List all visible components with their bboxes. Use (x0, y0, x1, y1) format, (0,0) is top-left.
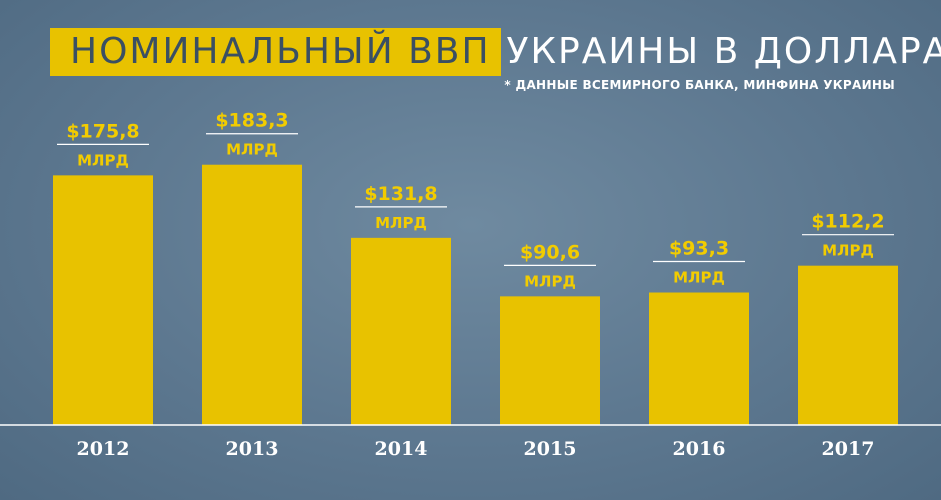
unit-label-2015: МЛРД (524, 272, 576, 290)
title-highlight: НОМИНАЛЬНЫЙ ВВП (50, 28, 501, 76)
x-tick-label-2013: 2013 (226, 438, 279, 460)
unit-label-2014: МЛРД (375, 214, 427, 232)
bar-2014 (351, 237, 451, 425)
unit-label-2013: МЛРД (226, 141, 278, 159)
unit-label-2016: МЛРД (673, 269, 725, 287)
value-label-2013: $183,3 (215, 110, 288, 132)
value-label-2014: $131,8 (364, 183, 437, 205)
chart-title: НОМИНАЛЬНЫЙ ВВП УКРАИНЫ В ДОЛЛАРАХ (50, 28, 941, 76)
unit-label-2012: МЛРД (77, 151, 129, 169)
bar-2013 (202, 164, 302, 426)
x-tick-label-2012: 2012 (77, 438, 130, 460)
bar-2017 (798, 265, 898, 425)
title-rest: УКРАИНЫ В ДОЛЛАРАХ (506, 31, 941, 72)
value-label-2012: $175,8 (66, 120, 139, 142)
x-tick-label-2017: 2017 (822, 438, 875, 460)
x-tick-label-2014: 2014 (375, 438, 428, 460)
unit-label-2017: МЛРД (822, 242, 874, 260)
bar-2016 (649, 292, 749, 425)
chart-subtitle: * ДАННЫЕ ВСЕМИРНОГО БАНКА, МИНФИНА УКРАИ… (504, 78, 895, 92)
x-tick-label-2015: 2015 (524, 438, 577, 460)
value-label-2016: $93,3 (669, 238, 729, 260)
bar-2012 (53, 175, 153, 425)
bar-2015 (500, 296, 600, 425)
x-tick-label-2016: 2016 (673, 438, 726, 460)
value-label-2017: $112,2 (811, 211, 884, 233)
value-label-2015: $90,6 (520, 241, 580, 263)
